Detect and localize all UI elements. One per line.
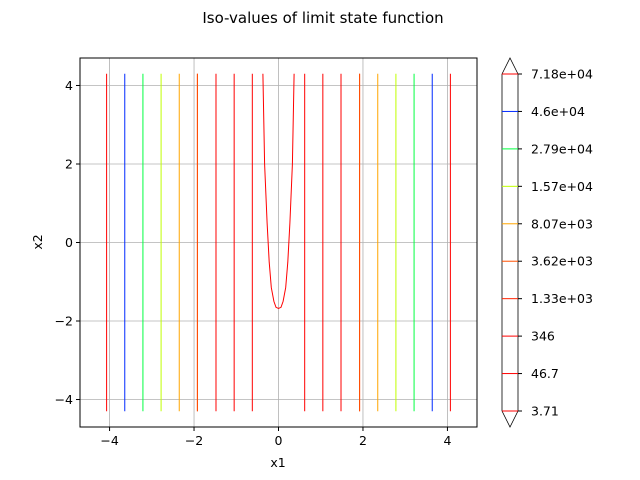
y-tick-label: 2 — [65, 156, 73, 171]
x-tick-label: −4 — [100, 433, 118, 448]
contour-curve-center — [262, 73, 295, 309]
chart-title: Iso-values of limit state function — [202, 9, 443, 27]
contour-lines — [106, 73, 451, 412]
colorbar-tick-label: 7.18e+04 — [531, 67, 593, 82]
x-tick-label: 0 — [275, 433, 283, 448]
colorbar-tick-label: 3.62e+03 — [531, 254, 593, 269]
y-tick-label: −4 — [55, 392, 73, 407]
colorbar-tick-label: 46.7 — [531, 366, 559, 381]
axes: −4 −2 0 2 4 −4 −2 0 2 4 — [55, 78, 452, 448]
colorbar-tick-label: 4.6e+04 — [531, 104, 585, 119]
y-tick-label: 0 — [65, 235, 73, 250]
x-tick-label: −2 — [185, 433, 203, 448]
x-axis-label: x1 — [270, 455, 285, 470]
colorbar-tick-label: 1.33e+03 — [531, 291, 593, 306]
colorbar-tick-label: 2.79e+04 — [531, 141, 593, 156]
y-tick-label: −2 — [55, 314, 73, 329]
colorbar-extend-max — [501, 57, 519, 75]
y-tick-label: 4 — [65, 78, 73, 93]
grid-lines — [80, 58, 477, 427]
y-axis-label: x2 — [30, 234, 45, 249]
colorbar-extend-min — [501, 410, 519, 428]
x-tick-label: 2 — [359, 433, 367, 448]
colorbar-tick-label: 3.71 — [531, 404, 559, 419]
colorbar-tick-label: 8.07e+03 — [531, 216, 593, 231]
colorbar-tick-label: 1.57e+04 — [531, 179, 593, 194]
colorbar-tick-label: 346 — [531, 329, 555, 344]
x-tick-label: 4 — [443, 433, 451, 448]
colorbar: 3.71 46.7 346 1.33e+03 3.62e+03 8.07e+03 1.57e… — [501, 57, 593, 428]
